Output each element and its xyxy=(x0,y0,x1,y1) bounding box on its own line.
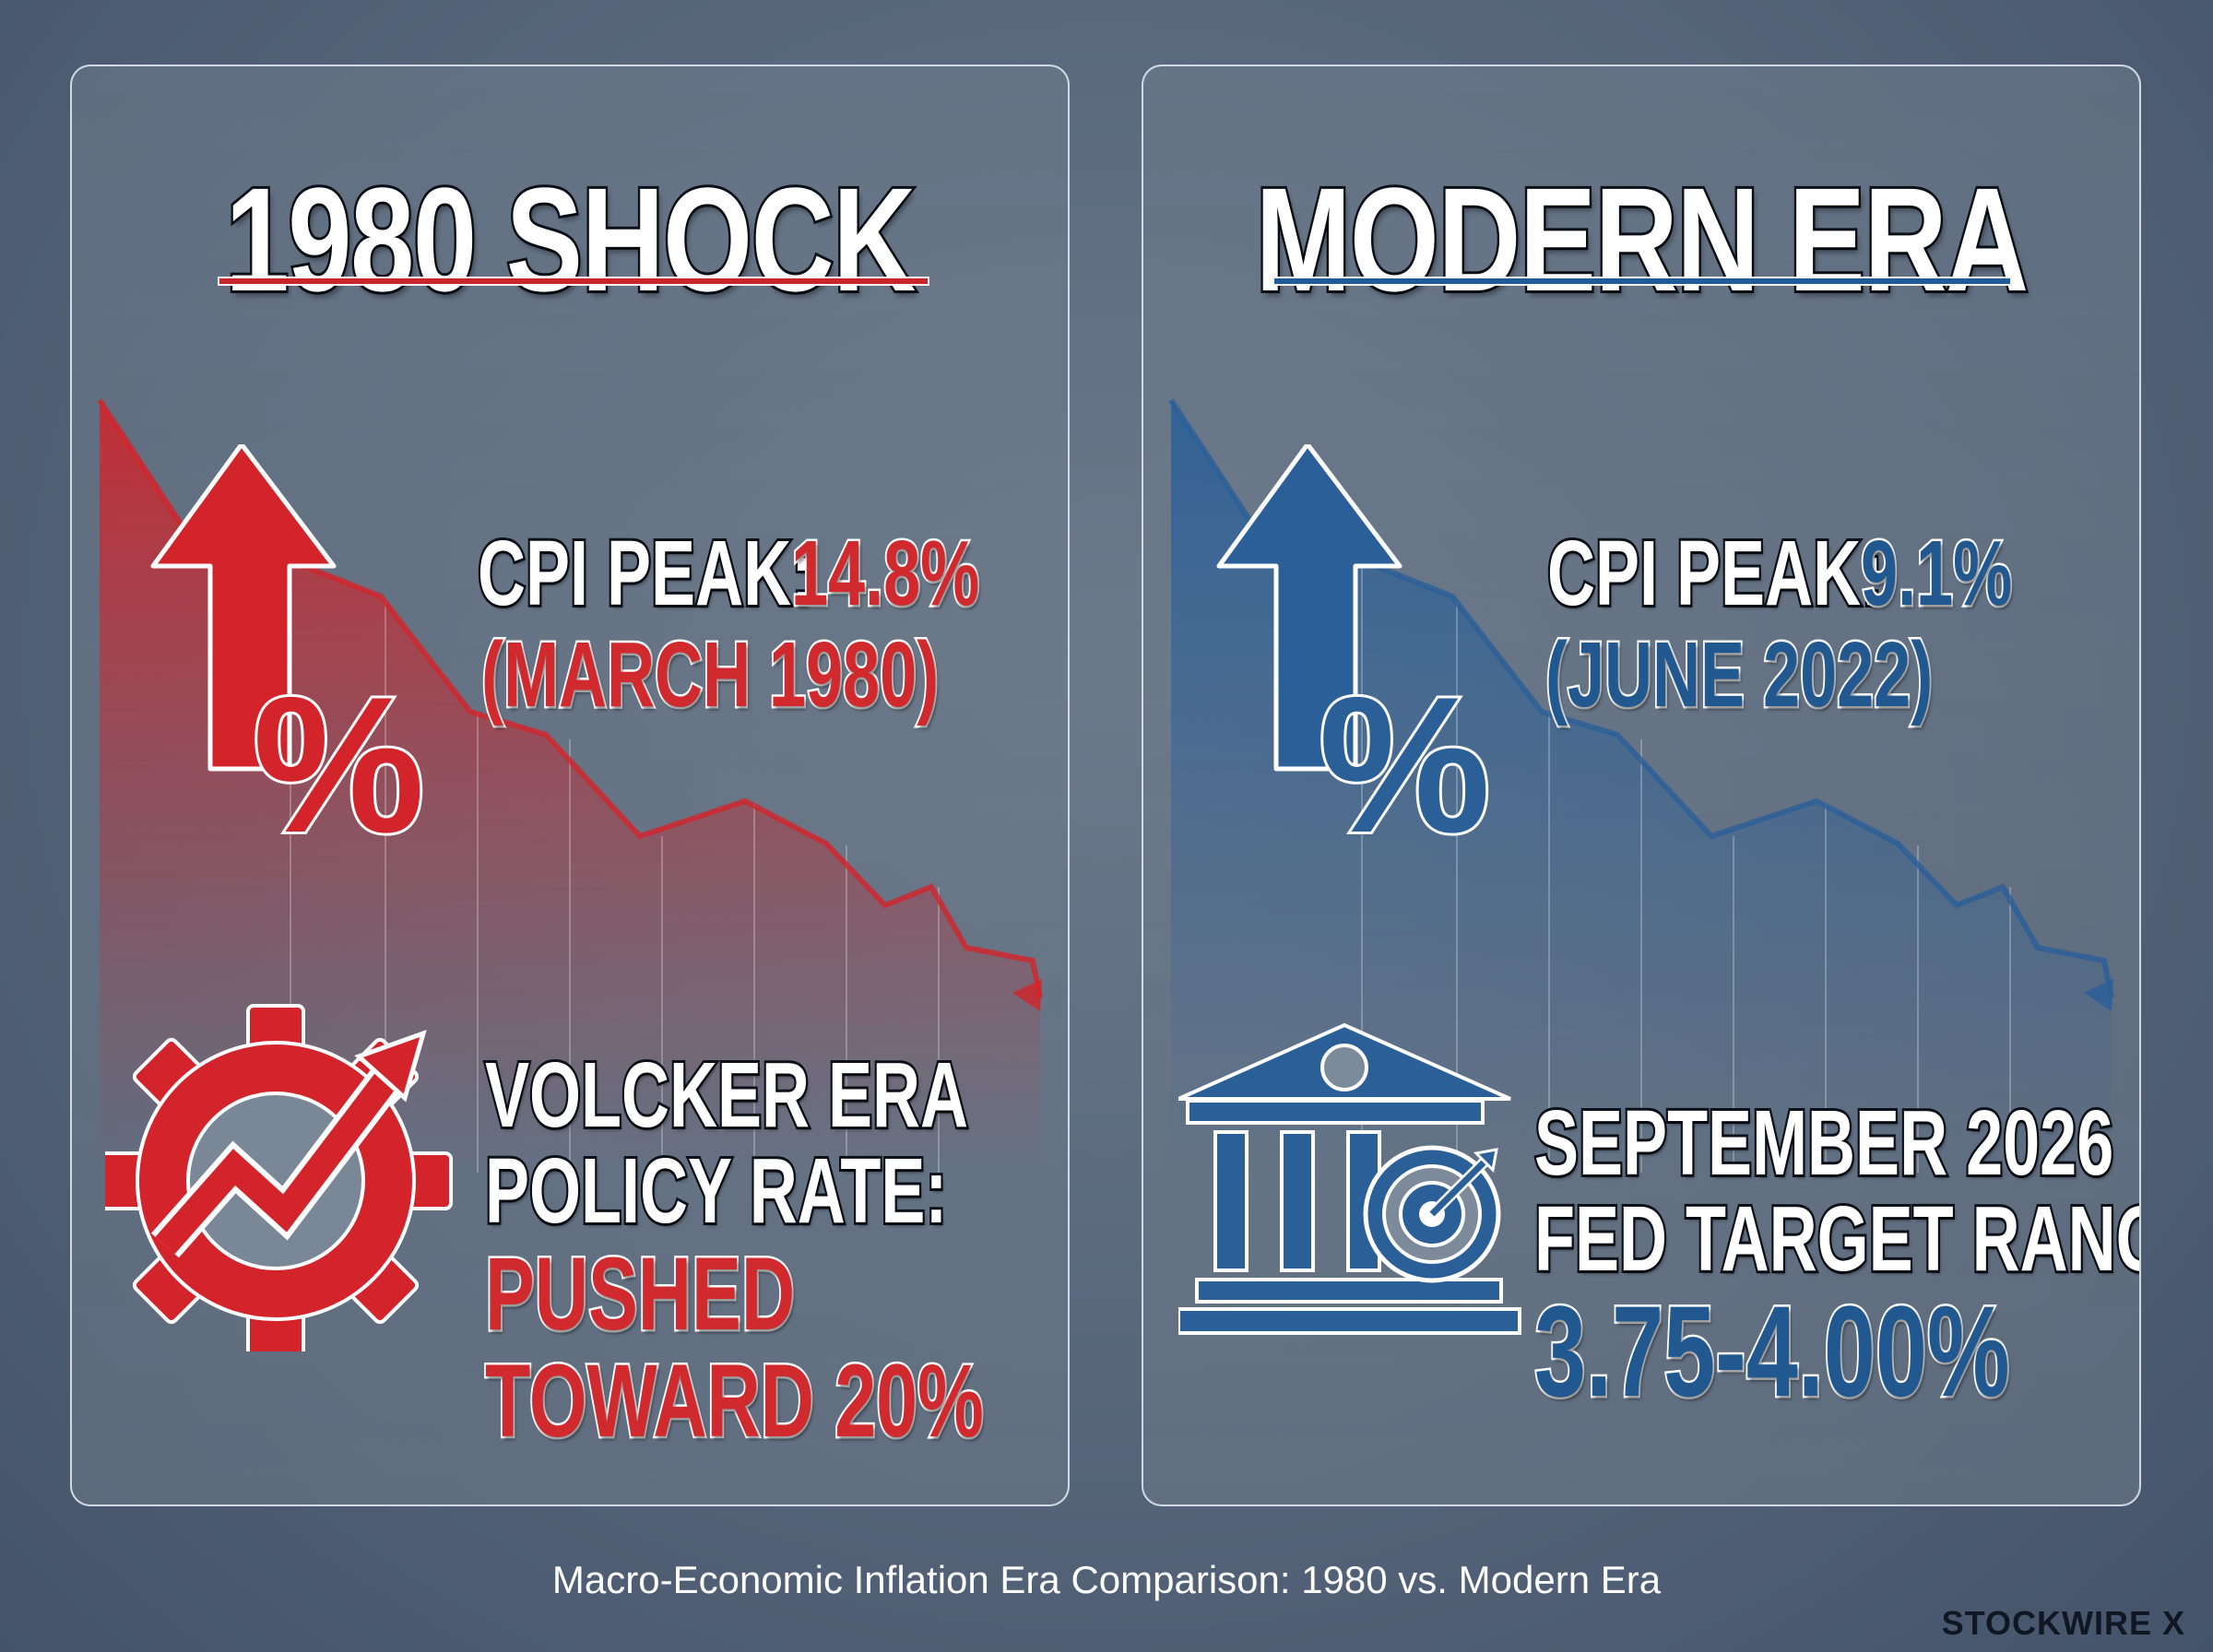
panel-title: 1980 SHOCK xyxy=(223,157,918,322)
policy-label-line1: SEPTEMBER 2026 xyxy=(1533,1092,2116,1195)
policy-value: 3.75-4.00% xyxy=(1533,1279,2011,1423)
panel-1980-shock: 1980 SHOCK % CPI PEAK: 14.8% (MARCH 1980… xyxy=(70,65,1070,1506)
policy-label-line2: FED TARGET RANGE: xyxy=(1533,1187,2139,1291)
title-underline xyxy=(1272,277,2012,286)
percent-up-arrow-icon: % xyxy=(1216,444,1494,850)
panel-title: MODERN ERA xyxy=(1253,157,2030,322)
cpi-peak-date: (MARCH 1980) xyxy=(479,623,941,726)
caption: Macro-Economic Inflation Era Comparison:… xyxy=(551,1558,1662,1601)
policy-label-line1: VOLCKER ERA xyxy=(483,1044,970,1147)
brand-logo: STOCKWIRE X xyxy=(1941,1604,2185,1642)
title-underline xyxy=(218,277,929,286)
cpi-peak-value: 14.8% xyxy=(789,522,981,625)
percent-up-arrow-icon: % xyxy=(150,444,428,850)
svg-text:%: % xyxy=(253,656,425,850)
panel-modern-era: MODERN ERA % CPI PEAK: 9.1% (JUNE 2022) xyxy=(1142,65,2141,1506)
cpi-peak-label: CPI PEAK: xyxy=(1545,522,1885,625)
gear-trend-icon xyxy=(105,1004,453,1351)
cpi-peak-date: (JUNE 2022) xyxy=(1544,623,1935,726)
policy-value-line1: PUSHED xyxy=(483,1236,797,1351)
svg-text:%: % xyxy=(1319,656,1491,850)
policy-value-line2: TOWARD 20% xyxy=(483,1343,985,1458)
bank-target-icon xyxy=(1178,1022,1521,1335)
policy-label-line2: POLICY RATE: xyxy=(483,1139,950,1243)
cpi-peak-label: CPI PEAK: xyxy=(476,522,815,625)
cpi-peak-value: 9.1% xyxy=(1859,522,2014,625)
